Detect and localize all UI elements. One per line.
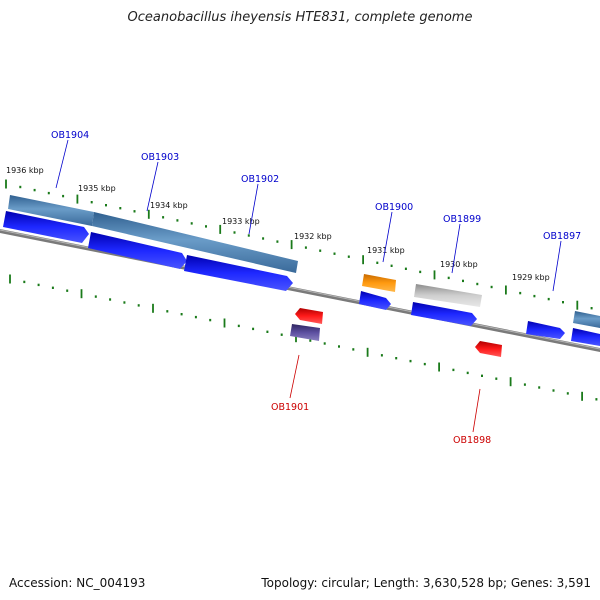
kbp-label: 1930 kbp — [440, 260, 478, 269]
map-title: Oceanobacillus iheyensis HTE831, complet… — [127, 10, 473, 25]
kbp-label: 1932 kbp — [294, 232, 332, 241]
gene-ob1899-grey[interactable] — [414, 284, 482, 307]
forward-tick-ruler — [5, 179, 593, 310]
reverse-gene-labels: OB1901 OB1898 — [271, 354, 491, 446]
cds-arrow[interactable] — [88, 232, 187, 269]
kbp-label: 1934 kbp — [150, 201, 188, 210]
gene-label-ob1899[interactable]: OB1899 — [443, 214, 481, 225]
cds-arrow[interactable] — [184, 255, 293, 291]
gene-leader-line — [248, 183, 259, 235]
gene-bar-ob1904[interactable] — [8, 195, 94, 226]
gene-ob1900-orange[interactable] — [362, 274, 396, 292]
reverse-tick-ruler — [9, 274, 598, 401]
gene-label-ob1897[interactable]: OB1897 — [543, 231, 581, 242]
gene-bar-ob1903-ob1902[interactable] — [92, 212, 298, 273]
cds-arrow[interactable] — [571, 328, 600, 346]
gene-label-ob1904[interactable]: OB1904 — [51, 130, 89, 141]
cds-arrow[interactable] — [359, 291, 391, 310]
genome-backbone — [0, 228, 600, 353]
kbp-scale: 1936 kbp 1935 kbp 1934 kbp 1933 kbp 1932… — [6, 166, 550, 282]
gene-bar-ob1897[interactable] — [573, 311, 600, 328]
forward-gene-labels: OB1904 OB1903 OB1902 OB1900 OB1899 OB189… — [51, 130, 581, 292]
kbp-label: 1936 kbp — [6, 166, 44, 175]
gene-leader-line — [146, 161, 159, 212]
gene-leader-line — [289, 354, 300, 399]
kbp-label: 1931 kbp — [367, 246, 405, 255]
genome-summary-text: Topology: circular; Length: 3,630,528 bp… — [261, 576, 591, 590]
gene-label-ob1902[interactable]: OB1902 — [241, 174, 279, 185]
gene-label-ob1903[interactable]: OB1903 — [141, 152, 179, 163]
gene-leader-line — [55, 139, 69, 189]
cds-arrow[interactable] — [411, 302, 477, 326]
cds-arrow[interactable] — [526, 321, 565, 339]
gene-leader-line — [451, 223, 461, 274]
kbp-label: 1935 kbp — [78, 184, 116, 193]
gene-ob1901-red[interactable] — [295, 308, 323, 324]
gene-label-ob1901[interactable]: OB1901 — [271, 402, 309, 413]
kbp-label: 1933 kbp — [222, 217, 260, 226]
gene-purple[interactable] — [290, 324, 320, 341]
gene-track-steel — [8, 195, 600, 328]
gene-leader-line — [382, 211, 393, 263]
gene-label-ob1900[interactable]: OB1900 — [375, 202, 413, 213]
accession-text: Accession: NC_004193 — [9, 576, 146, 590]
gene-ob1898-red[interactable] — [475, 341, 502, 357]
gene-leader-line — [552, 240, 562, 292]
cds-track-blue — [3, 211, 600, 346]
cds-arrow[interactable] — [3, 211, 89, 243]
gene-leader-line — [472, 388, 481, 433]
kbp-label: 1929 kbp — [512, 273, 550, 282]
gene-label-ob1898[interactable]: OB1898 — [453, 435, 491, 446]
